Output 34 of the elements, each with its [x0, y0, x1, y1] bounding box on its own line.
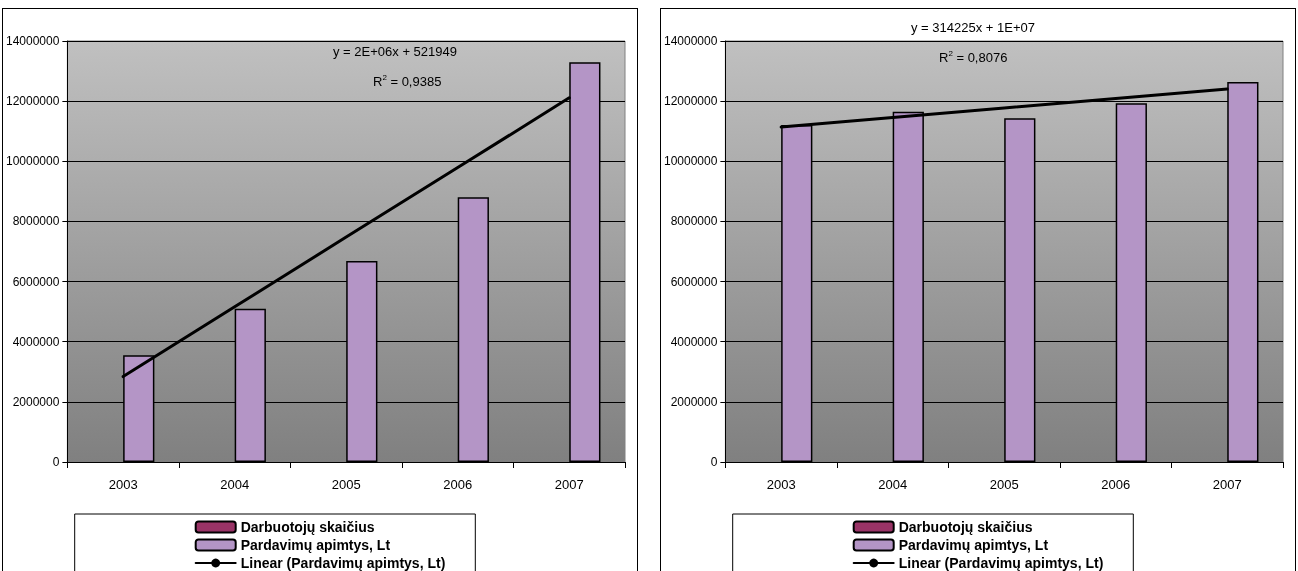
y-tick-label: 6000000	[670, 274, 718, 289]
x-tick-label: 2004	[878, 477, 908, 492]
y-tick-label: 8000000	[12, 214, 60, 229]
y-tick-label: 10000000	[664, 154, 718, 169]
text: y = 314225x + 1E+07	[911, 20, 1035, 35]
y-tick-label: 10000000	[6, 154, 60, 169]
y-tick-label: 4000000	[12, 334, 60, 349]
legend-label: Pardavimų apimtys, Lt	[898, 537, 1049, 553]
x-tick-label: 2006	[443, 477, 473, 492]
legend-label: Linear (Pardavimų apimtys, Lt)	[898, 555, 1104, 571]
x-tick-label: 2005	[331, 477, 361, 492]
legend-label: Linear (Pardavimų apimtys, Lt)	[240, 555, 446, 571]
y-tick-label: 8000000	[670, 214, 718, 229]
y-tick-label: 14000000	[664, 34, 718, 48]
x-tick-label: 2003	[108, 477, 138, 492]
y-tick-label: 2000000	[12, 394, 60, 409]
y-tick-label: 12000000	[664, 94, 718, 109]
y-tick-label: 14000000	[6, 34, 60, 48]
x-tick-label: 2006	[1101, 477, 1131, 492]
x-tick-label: 2005	[989, 477, 1019, 492]
y-tick-label: 4000000	[670, 334, 718, 349]
x-tick-label: 2007	[554, 477, 584, 492]
x-tick-label: 2004	[220, 477, 250, 492]
legend-label: Pardavimų apimtys, Lt	[240, 537, 391, 553]
legend-label: Darbuotojų skaičius	[240, 519, 375, 535]
y-tick-label: 12000000	[6, 94, 60, 109]
legend-label: Darbuotojų skaičius	[898, 519, 1033, 535]
y-tick-label: 6000000	[12, 274, 60, 289]
y-tick-label: 2000000	[670, 394, 718, 409]
annotation: y = 2E+06x + 521949	[333, 44, 457, 59]
y-tick-label: 0	[710, 455, 718, 469]
y-tick-label: 0	[52, 455, 60, 469]
x-tick-label: 2007	[1212, 477, 1242, 492]
x-tick-label: 2003	[766, 477, 796, 492]
